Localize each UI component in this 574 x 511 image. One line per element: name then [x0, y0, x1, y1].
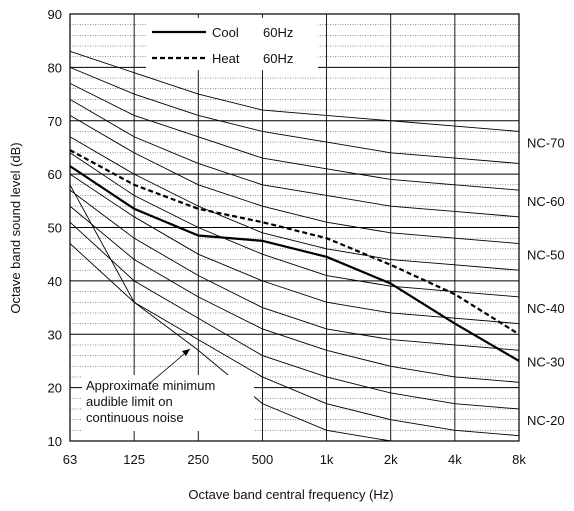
x-tick-labels: 63 125 250 500 1k 2k 4k 8k: [63, 452, 527, 467]
nc-curve-nc-55: [69, 99, 520, 218]
x-tick-label: 1k: [320, 452, 334, 467]
x-tick-label: 2k: [384, 452, 398, 467]
nc-curve-nc-20: [69, 221, 520, 410]
series-line-cool: [69, 165, 520, 362]
legend-label-heat: Heat: [212, 51, 240, 66]
nc-label: NC-70: [527, 135, 565, 150]
nc-label: NC-60: [527, 194, 565, 209]
legend-suffix-cool: 60Hz: [263, 25, 293, 40]
legend-label-cool: Cool: [212, 25, 239, 40]
legend-suffix-heat: 60Hz: [263, 51, 293, 66]
audible-limit-annotation: Approximate minimum audible limit on con…: [82, 348, 254, 431]
nc-curve-nc-70: [69, 50, 520, 132]
nc-label: NC-50: [527, 248, 565, 263]
plot-frame: [69, 13, 520, 442]
x-tick-label: 250: [187, 452, 209, 467]
nc-curves: [69, 50, 520, 442]
nc-curve-nc-40: [69, 152, 520, 298]
series-line-heat: [69, 149, 520, 336]
y-axis-title: Octave band sound level (dB): [8, 142, 23, 313]
x-tick-label: 4k: [448, 452, 462, 467]
nc-curve-nc-50: [69, 115, 520, 244]
annotation-line-3: continuous noise: [86, 410, 184, 425]
y-tick-label: 70: [48, 114, 62, 129]
x-tick-label: 8k: [512, 452, 526, 467]
nc-label: NC-40: [527, 301, 565, 316]
y-tick-label: 60: [48, 167, 62, 182]
nc-curve-nc-30: [69, 189, 520, 351]
y-tick-label: 20: [48, 381, 62, 396]
x-tick-label: 500: [252, 452, 274, 467]
y-tick-label: 30: [48, 327, 62, 342]
nc-curve-labels: NC-70 NC-60 NC-50 NC-40 NC-30 NC-20: [527, 135, 565, 428]
y-tick-label: 90: [48, 7, 62, 22]
annotation-line-1: Approximate minimum: [86, 378, 215, 393]
y-tick-label: 50: [48, 221, 62, 236]
annotation-arrow-line: [149, 348, 191, 384]
nc-curve-nc-15: [69, 243, 520, 437]
series-lines: [69, 149, 520, 362]
nc-curve-nc-25: [69, 205, 520, 383]
y-tick-label: 10: [48, 434, 62, 449]
y-tick-label: 40: [48, 274, 62, 289]
x-tick-label: 125: [123, 452, 145, 467]
nc-curve-nc-45: [69, 136, 520, 271]
annotation-arrowhead: [182, 349, 190, 356]
nc-label: NC-20: [527, 413, 565, 428]
nc-curve-nc-65: [69, 66, 520, 164]
annotation-line-2: audible limit on: [86, 394, 173, 409]
legend: Cool 60Hz Heat 60Hz: [146, 18, 318, 70]
y-tick-labels: 10 20 30 40 50 60 70 80 90: [48, 7, 62, 449]
nc-label: NC-30: [527, 354, 565, 369]
y-tick-label: 80: [48, 60, 62, 75]
legend-box: [146, 18, 318, 70]
x-tick-label: 63: [63, 452, 77, 467]
annotation-box: [82, 375, 254, 431]
nc-curve-nc-60: [69, 82, 520, 191]
x-axis-title: Octave band central frequency (Hz): [188, 487, 393, 502]
